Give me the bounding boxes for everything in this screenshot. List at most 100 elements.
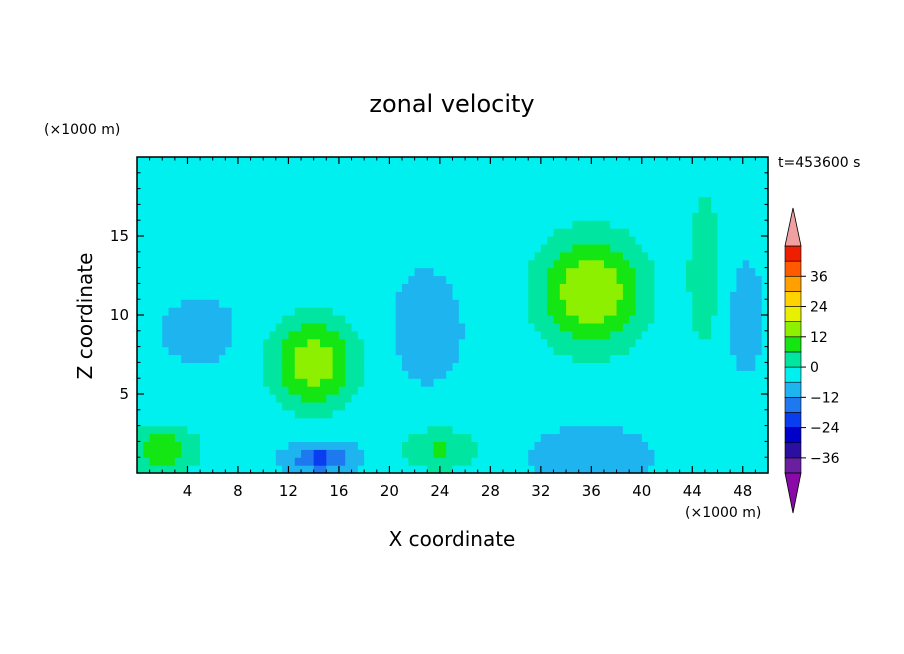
field-cell	[332, 172, 340, 182]
field-cell	[597, 330, 605, 340]
field-cell	[547, 172, 555, 182]
field-cell	[509, 251, 517, 261]
field-cell	[307, 243, 315, 253]
field-cell	[534, 433, 542, 442]
field-cell	[225, 267, 233, 277]
field-cell	[528, 243, 536, 253]
field-cell	[553, 346, 561, 356]
field-cell	[452, 433, 460, 442]
field-cell	[250, 338, 258, 348]
field-cell	[206, 354, 214, 363]
field-cell	[389, 417, 397, 427]
field-cell	[641, 243, 649, 253]
field-cell	[446, 441, 454, 450]
field-cell	[484, 236, 491, 245]
field-cell	[585, 283, 592, 292]
field-cell	[629, 315, 637, 324]
field-cell	[395, 267, 403, 277]
field-cell	[212, 180, 220, 190]
field-cell	[547, 346, 555, 356]
field-cell	[540, 457, 548, 466]
field-cell	[566, 188, 573, 198]
field-cell	[433, 172, 441, 182]
field-cell	[149, 204, 157, 213]
field-cell	[509, 164, 517, 174]
field-cell	[174, 180, 182, 190]
field-cell	[237, 354, 245, 363]
field-cell	[685, 188, 693, 198]
field-cell	[528, 425, 536, 435]
field-cell	[667, 425, 674, 435]
field-cell	[155, 172, 163, 182]
field-cell	[275, 188, 283, 198]
field-cell	[528, 196, 536, 205]
field-cell	[263, 180, 271, 190]
field-cell	[749, 465, 756, 474]
field-cell	[616, 465, 624, 474]
field-cell	[414, 370, 422, 379]
field-cell	[376, 417, 384, 427]
field-cell	[219, 188, 226, 198]
field-cell	[288, 267, 296, 277]
field-cell	[496, 236, 504, 245]
field-cell	[692, 267, 700, 277]
y-unit-label: (×1000 m)	[44, 122, 120, 138]
field-cell	[509, 188, 517, 198]
field-cell	[383, 259, 390, 269]
field-cell	[364, 322, 372, 332]
field-cell	[288, 299, 296, 308]
field-cell	[679, 457, 687, 466]
field-cell	[704, 172, 712, 182]
field-cell	[364, 212, 372, 221]
field-cell	[364, 204, 372, 213]
field-cell	[408, 236, 416, 245]
field-cell	[181, 386, 189, 395]
field-cell	[578, 338, 586, 348]
field-cell	[439, 236, 447, 245]
field-cell	[181, 291, 189, 300]
field-cell	[736, 212, 744, 221]
field-cell	[540, 354, 548, 363]
field-cell	[698, 204, 706, 213]
field-cell	[351, 378, 359, 387]
field-cell	[168, 362, 176, 371]
field-cell	[149, 228, 157, 237]
field-cell	[269, 251, 277, 261]
field-cell	[477, 196, 485, 205]
field-cell	[635, 220, 643, 229]
field-cell	[389, 315, 397, 324]
field-cell	[452, 196, 460, 205]
field-cell	[496, 291, 504, 300]
field-cell	[193, 299, 201, 308]
field-cell	[383, 307, 390, 316]
field-cell	[648, 236, 656, 245]
field-cell	[736, 394, 744, 403]
field-cell	[326, 370, 334, 379]
field-cell	[509, 465, 517, 474]
field-cell	[231, 465, 239, 474]
field-cell	[616, 291, 624, 300]
field-cell	[427, 164, 435, 174]
field-cell	[471, 338, 479, 348]
field-cell	[540, 172, 548, 182]
field-cell	[458, 378, 466, 387]
field-cell	[313, 228, 321, 237]
field-cell	[692, 401, 700, 411]
field-cell	[225, 212, 233, 221]
field-cell	[679, 409, 687, 419]
field-cell	[357, 267, 365, 277]
field-cell	[698, 425, 706, 435]
field-cell	[559, 299, 567, 308]
field-cell	[515, 346, 523, 356]
field-cell	[319, 315, 327, 324]
field-cell	[351, 322, 359, 332]
field-cell	[319, 243, 327, 253]
field-cell	[319, 409, 327, 419]
field-cell	[673, 275, 681, 284]
field-cell	[635, 370, 643, 379]
field-cell	[749, 283, 756, 292]
field-cell	[137, 164, 144, 174]
field-cell	[301, 315, 308, 324]
field-cell	[351, 338, 359, 348]
field-cell	[250, 370, 258, 379]
